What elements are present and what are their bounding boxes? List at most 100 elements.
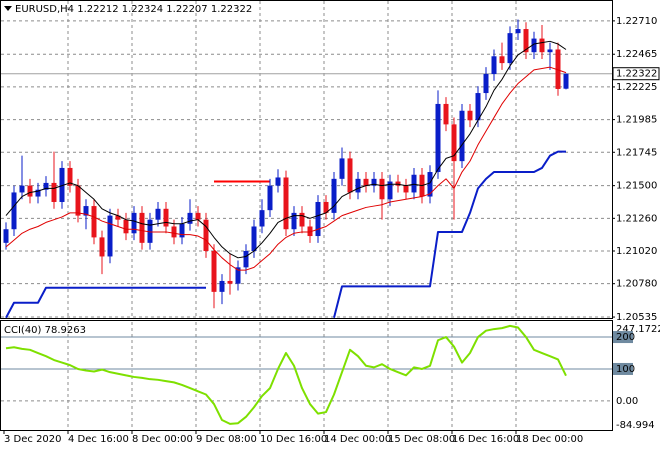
y-tick-label: 1.22225 <box>616 82 657 93</box>
candle-body <box>523 29 529 53</box>
candle-body <box>323 201 329 213</box>
candle-body <box>227 280 233 284</box>
candle-body <box>51 182 57 202</box>
candle-body <box>123 219 129 234</box>
candle-body <box>139 212 145 243</box>
y-tick-label: 1.20780 <box>616 279 657 290</box>
x-tick-label: 8 Dec 00:00 <box>132 434 193 445</box>
x-tick-label: 9 Dec 08:00 <box>196 434 257 445</box>
candle-body <box>475 93 481 121</box>
candle-body <box>555 49 561 89</box>
cci-value: 78.9263 <box>45 325 86 336</box>
candle-body <box>131 212 137 234</box>
candle-body <box>467 110 473 121</box>
open: 1.22212 <box>77 4 118 15</box>
candle-body <box>563 73 569 89</box>
x-tick-label: 15 Dec 08:00 <box>388 434 455 445</box>
candle-body <box>259 210 265 227</box>
candle-body <box>203 219 209 252</box>
candle-body <box>99 237 105 257</box>
indicator-line <box>5 40 567 259</box>
candle-body <box>299 212 305 227</box>
candle-body <box>507 33 513 64</box>
candle-body <box>371 178 377 186</box>
candle-body <box>547 49 553 53</box>
candle-body <box>43 182 49 190</box>
y-tick-label: 1.22710 <box>616 16 657 27</box>
y-tick-label: 1.22465 <box>616 49 657 60</box>
candle-body <box>115 215 121 220</box>
indicator-line <box>5 324 567 425</box>
candle-body <box>27 185 33 197</box>
candle-body <box>315 201 321 237</box>
candle-body <box>491 56 497 74</box>
candle-body <box>483 73 489 94</box>
candle-body <box>363 178 369 186</box>
candle-body <box>515 29 521 34</box>
y-tick-label: 1.20535 <box>616 312 657 323</box>
candle-body <box>235 267 241 284</box>
candle-body <box>35 189 41 197</box>
low: 1.22207 <box>166 4 207 15</box>
candle-body <box>179 223 185 238</box>
main-frame <box>0 0 613 319</box>
candle-body <box>435 103 441 173</box>
candle-body <box>19 185 25 193</box>
x-tick-label: 4 Dec 16:00 <box>68 434 129 445</box>
cci-title: CCI(40) 78.9263 <box>4 325 86 336</box>
candle-body <box>291 212 297 230</box>
close: 1.22322 <box>211 4 252 15</box>
candle-body <box>107 215 113 257</box>
x-tick-label: 10 Dec 16:00 <box>260 434 327 445</box>
y-tick-label: -84.994 <box>616 420 655 431</box>
level-label-box <box>613 331 633 344</box>
candle-body <box>219 280 225 292</box>
candle-body <box>307 226 313 237</box>
chart-title: EURUSD,H4 1.22212 1.22324 1.22207 1.2232… <box>15 4 252 15</box>
symbol: EURUSD,H4 <box>15 4 74 15</box>
candle-body <box>59 167 65 202</box>
candle-body <box>83 206 89 216</box>
candle-body <box>11 192 17 230</box>
candle-body <box>403 185 409 193</box>
indicator-line <box>5 66 567 271</box>
candle-body <box>379 178 385 200</box>
candle-body <box>539 38 545 53</box>
candle-body <box>211 251 217 292</box>
y-tick-label: 1.21260 <box>616 213 657 224</box>
candle-body <box>251 226 257 252</box>
candle-body <box>459 110 465 162</box>
candle-body <box>387 181 393 200</box>
candle-body <box>187 212 193 224</box>
x-tick-label: 16 Dec 16:00 <box>452 434 519 445</box>
candle-body <box>339 158 345 179</box>
x-tick-label: 3 Dec 2020 <box>4 434 62 445</box>
y-tick-label: 1.21020 <box>616 246 657 257</box>
candle-body <box>3 229 9 243</box>
x-tick-label: 18 Dec 00:00 <box>516 434 583 445</box>
y-tick-label: 100 <box>616 364 635 375</box>
candle-body <box>75 185 81 216</box>
candle-body <box>155 208 161 220</box>
candle-body <box>443 103 449 125</box>
menu-triangle[interactable] <box>4 6 12 11</box>
candle-body <box>347 158 353 193</box>
y-tick-label: 200 <box>616 332 635 343</box>
candle-body <box>147 219 153 243</box>
candle-body <box>331 178 337 213</box>
candle-body <box>411 174 417 193</box>
candle-body <box>267 185 273 211</box>
candle-body <box>243 251 249 268</box>
y-tick-label: 1.21500 <box>616 181 657 192</box>
candle-body <box>427 172 433 197</box>
candle-body <box>395 181 401 186</box>
y-tick-label: 1.21745 <box>616 147 657 158</box>
candle-body <box>67 167 73 186</box>
y-tick-label: 247.1722 <box>616 324 660 335</box>
candle-body <box>451 124 457 162</box>
candle-body <box>531 38 537 53</box>
candle-body <box>499 56 505 64</box>
